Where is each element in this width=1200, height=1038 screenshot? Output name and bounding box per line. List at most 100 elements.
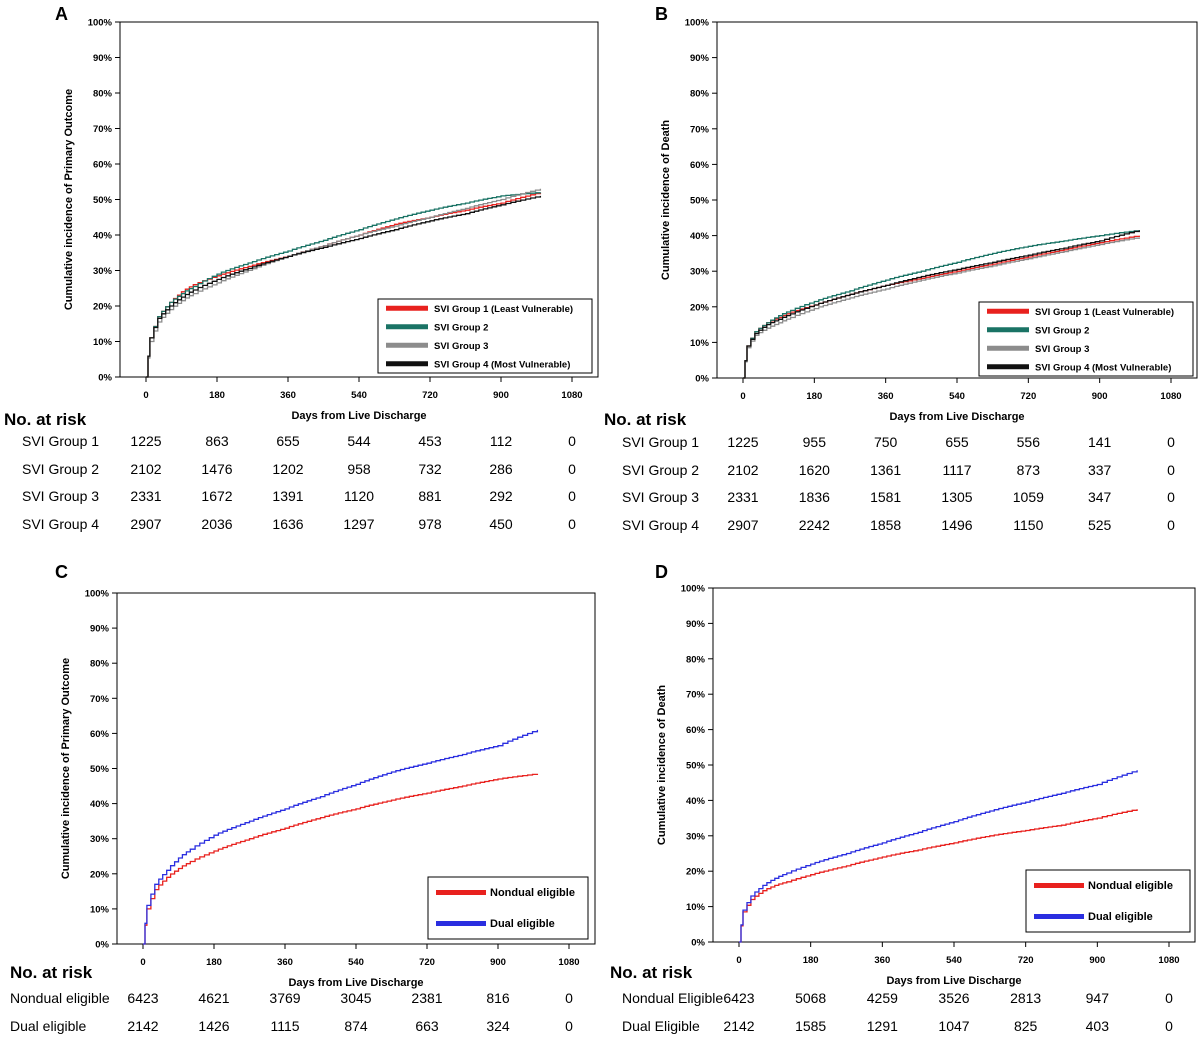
y-tick-label: 60% — [90, 729, 110, 740]
risk-cell: 1150 — [1013, 516, 1044, 533]
risk-cell: 825 — [1013, 1018, 1038, 1034]
risk-cell: 544 — [347, 433, 371, 449]
y-axis-label: Cumulative incidence of Primary Outcome — [60, 658, 72, 879]
y-tick-label: 40% — [686, 796, 706, 807]
risk-cell: 1305 — [941, 489, 973, 505]
risk-cell: 0 — [1165, 1018, 1173, 1034]
risk-cell: 750 — [873, 434, 898, 450]
panel-letter-b: B — [655, 4, 668, 24]
y-tick-label: 100% — [85, 589, 110, 600]
legend-swatch-4 — [987, 364, 1029, 370]
y-tick-label: 0% — [98, 373, 112, 384]
risk-row-label: SVI Group 1 — [622, 434, 700, 450]
risk-cell: 2331 — [727, 489, 759, 505]
risk-cell: 112 — [489, 433, 513, 449]
risk-cell: 2142 — [127, 1018, 159, 1034]
risk-cell: 337 — [1087, 461, 1112, 478]
risk-row-label: SVI Group 1 — [22, 433, 100, 449]
risk-cell: 0 — [565, 990, 573, 1006]
y-tick-label: 30% — [690, 267, 710, 278]
risk-cell: 2331 — [130, 488, 162, 504]
x-tick-label: 360 — [874, 955, 890, 966]
panel-letter-d: D — [655, 562, 668, 582]
risk-cell: 0 — [568, 460, 576, 477]
x-tick-label: 720 — [422, 390, 438, 401]
legend-swatch-4 — [386, 361, 428, 367]
risk-cell: 732 — [418, 460, 442, 477]
series-line-2 — [143, 729, 539, 945]
risk-cell: 1391 — [272, 488, 304, 504]
risk-cell: 873 — [1016, 461, 1041, 478]
risk-cell: 663 — [415, 1018, 439, 1034]
y-tick-label: 10% — [93, 337, 113, 348]
legend-box — [1025, 869, 1191, 933]
legend-label-2: Dual eligible — [1088, 911, 1153, 923]
series-line-4 — [743, 230, 1140, 379]
y-tick-label: 100% — [685, 18, 710, 29]
legend-box — [377, 298, 593, 374]
legend-swatch-2 — [1034, 914, 1084, 919]
y-tick-label: 0% — [691, 938, 705, 949]
x-tick-label: 540 — [949, 391, 965, 402]
y-tick-label: 90% — [690, 53, 710, 64]
y-tick-label: 70% — [90, 694, 110, 705]
risk-row-label: Nondual eligible — [10, 990, 110, 1006]
risk-cell: 1115 — [270, 1018, 300, 1034]
x-tick-label: 1080 — [1160, 391, 1181, 402]
risk-cell: 2907 — [130, 515, 162, 532]
risk-cell: 1476 — [201, 460, 233, 477]
chart-c: 0% 10% 20% 30% 40% 50% 60% 70% 80% 90% 100% 0 180 360… — [60, 589, 596, 989]
x-tick-label: 180 — [803, 955, 819, 966]
series-line-2 — [146, 192, 542, 378]
y-tick-label: 70% — [93, 124, 113, 135]
risk-cell: 2242 — [798, 516, 830, 533]
risk-row-label: Nondual Eligible — [622, 990, 724, 1006]
risk-cell: 450 — [489, 515, 513, 532]
risk-cell: 816 — [486, 990, 510, 1006]
risk-cell: 1361 — [870, 461, 902, 478]
legend-label-1: SVI Group 1 (Least Vulnerable) — [434, 304, 573, 315]
y-tick-label: 20% — [686, 867, 706, 878]
legend-box — [978, 301, 1194, 377]
risk-cell: 2102 — [130, 460, 162, 477]
legend-box — [427, 876, 589, 940]
y-tick-label: 40% — [90, 799, 110, 810]
risk-cell: 1672 — [201, 488, 233, 504]
y-tick-label: 100% — [681, 584, 706, 595]
risk-cell: 1836 — [798, 489, 830, 505]
risk-row-label: SVI Group 3 — [22, 488, 100, 504]
risk-cell: 0 — [565, 1018, 573, 1034]
risk-cell: 1620 — [798, 461, 830, 478]
legend-swatch-3 — [987, 345, 1029, 351]
risk-cell: 0 — [568, 515, 576, 532]
series-line-1 — [143, 773, 539, 945]
y-tick-label: 30% — [686, 831, 706, 842]
risk-row-label: SVI Group 2 — [622, 461, 700, 478]
y-tick-label: 50% — [90, 764, 110, 775]
risk-cell: 0 — [1167, 489, 1175, 505]
y-tick-label: 0% — [95, 940, 109, 951]
risk-cell: 1636 — [272, 515, 304, 532]
x-tick-label: 900 — [493, 390, 509, 401]
y-tick-label: 80% — [690, 89, 710, 100]
risk-cell: 2381 — [411, 990, 443, 1006]
risk-cell: 324 — [486, 1018, 510, 1034]
risk-cell: 2813 — [1010, 990, 1042, 1006]
chart-d: 0% 10% 20% 30% 40% 50% 60% 70% 80% 90% 100% 0 180 360… — [656, 584, 1196, 987]
risk-cell: 403 — [1085, 1018, 1110, 1034]
y-tick-label: 60% — [690, 160, 710, 171]
risk-cell: 0 — [1165, 990, 1173, 1006]
x-tick-label: 540 — [351, 390, 367, 401]
legend-swatch-2 — [987, 327, 1029, 333]
risk-cell: 286 — [489, 460, 513, 477]
y-tick-label: 20% — [90, 869, 110, 880]
risk-title-a: No. at risk — [4, 410, 87, 429]
series-line-3 — [743, 237, 1140, 379]
risk-cell: 292 — [489, 488, 513, 504]
risk-cell: 655 — [276, 433, 300, 449]
x-tick-label: 360 — [280, 390, 296, 401]
risk-cell: 2907 — [727, 516, 759, 533]
risk-cell: 1585 — [795, 1018, 827, 1034]
risk-row-label: SVI Group 4 — [622, 516, 700, 533]
risk-cell: 525 — [1087, 516, 1112, 533]
